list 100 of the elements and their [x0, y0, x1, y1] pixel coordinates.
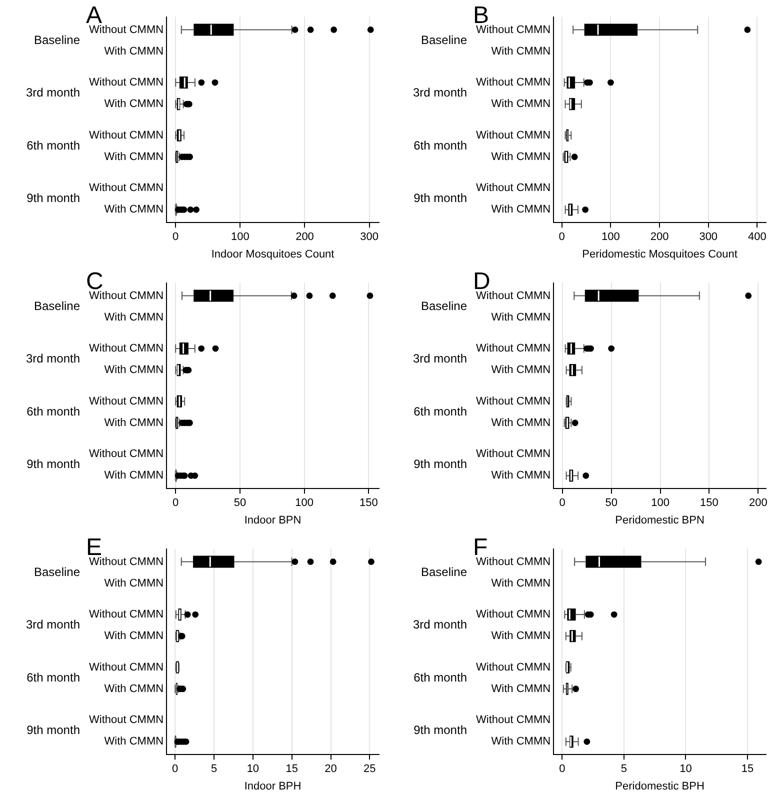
x-axis-title: Indoor BPH [244, 780, 302, 792]
text: 9th month [414, 457, 467, 472]
y-tick-label: With CMMN [491, 45, 551, 58]
x-axis-title: Peridomestic Mosquitoes Count [582, 248, 738, 260]
y-tick-label: Without CMMN [476, 661, 551, 674]
x-tick-label: 5 [210, 763, 218, 776]
y-tick-label: With CMMN [104, 204, 164, 216]
text: 6th month [414, 138, 467, 152]
text: 3rd month [412, 618, 467, 632]
y-tick-label: Without CMMN [476, 556, 551, 568]
x-tick-label: 150 [700, 497, 718, 510]
y-tick-label: Without CMMN [89, 661, 164, 674]
x-tick-label: 25 [364, 763, 376, 776]
text: Baseline [34, 298, 80, 313]
text: 6th month [414, 404, 467, 418]
x-tick-label: 300 [360, 231, 378, 244]
y-tick-label: Without CMMN [476, 24, 551, 36]
text: 6th month [26, 670, 80, 684]
x-tick-label: 0 [172, 763, 178, 776]
y-tick-label: With CMMN [104, 470, 164, 482]
text: 3rd month [26, 86, 80, 100]
x-tick-label: 100 [230, 231, 250, 244]
text: 3rd month [26, 618, 80, 632]
y-tick-label: Without CMMN [89, 556, 164, 568]
y-tick-label: With CMMN [491, 736, 551, 748]
y-tick-label: Without CMMN [89, 129, 164, 142]
y-tick-label: Without CMMN [476, 76, 551, 89]
text: 9th month [26, 191, 80, 206]
x-axis-title: Indoor BPN [244, 514, 302, 526]
y-tick-label: Without CMMN [89, 182, 164, 194]
y-tick-label: Without CMMN [89, 342, 164, 355]
x-tick-label: 100 [651, 497, 670, 510]
y-tick-label: With CMMN [491, 470, 551, 482]
x-tick-label: 0 [559, 763, 566, 776]
y-tick-label: Without CMMN [476, 608, 551, 621]
x-tick-label: 150 [360, 497, 378, 510]
y-tick-label: With CMMN [104, 98, 164, 110]
x-tick-label: 400 [748, 231, 766, 244]
x-tick-label: 50 [605, 497, 618, 510]
y-tick-label: Without CMMN [476, 129, 551, 142]
x-tick-label: 0 [559, 497, 566, 510]
x-tick-label: 20 [324, 763, 337, 776]
y-tick-label: Without CMMN [89, 290, 164, 302]
y-tick-label: With CMMN [104, 364, 164, 376]
x-tick-label: 0 [172, 497, 179, 510]
text: Baseline [420, 32, 468, 47]
y-tick-label: Without CMMN [89, 714, 164, 726]
x-tick-label: 15 [741, 763, 754, 776]
y-tick-label: With CMMN [104, 682, 164, 695]
y-tick-label: With CMMN [491, 364, 551, 376]
y-tick-label: Without CMMN [89, 76, 164, 89]
x-tick-label: 10 [680, 763, 692, 776]
x-tick-label: 10 [246, 763, 260, 776]
text: 3rd month [412, 86, 467, 100]
x-axis-title: Indoor Mosquitoes Count [211, 248, 334, 260]
y-tick-label: Without CMMN [476, 395, 551, 408]
y-tick-label: With CMMN [491, 630, 551, 642]
x-tick-label: 0 [558, 231, 565, 244]
y-tick-label: Without CMMN [476, 714, 551, 726]
y-tick-label: With CMMN [104, 630, 164, 642]
x-tick-label: 300 [699, 231, 718, 244]
x-tick-label: 200 [650, 231, 669, 244]
y-tick-label: With CMMN [491, 311, 551, 324]
text: Baseline [34, 564, 80, 579]
y-tick-label: With CMMN [491, 98, 551, 110]
y-tick-label: With CMMN [104, 416, 164, 429]
text: 6th month [26, 404, 80, 418]
y-tick-label: Without CMMN [89, 448, 164, 460]
x-tick-label: 50 [234, 497, 246, 510]
x-tick-label: 200 [748, 497, 768, 510]
y-tick-label: Without CMMN [89, 24, 164, 36]
y-tick-label: With CMMN [491, 577, 551, 590]
x-tick-label: 0 [172, 231, 179, 244]
y-tick-label: With CMMN [104, 150, 164, 163]
y-tick-label: With CMMN [491, 682, 551, 695]
y-tick-label: Without CMMN [476, 448, 551, 460]
x-tick-label: 15 [286, 763, 298, 776]
text: 9th month [414, 723, 467, 738]
y-tick-label: Without CMMN [89, 395, 164, 408]
text: 9th month [26, 457, 80, 472]
text: Baseline [420, 298, 468, 313]
text: 9th month [26, 723, 80, 738]
x-tick-label: 100 [295, 497, 314, 510]
text: Baseline [34, 32, 80, 47]
y-tick-label: Without CMMN [476, 182, 551, 194]
y-tick-label: Without CMMN [476, 290, 551, 302]
x-axis-title: Peridomestic BPH [615, 780, 704, 792]
text: 6th month [414, 670, 467, 684]
y-tick-label: Without CMMN [89, 608, 164, 621]
y-tick-label: With CMMN [104, 45, 164, 58]
text: 3rd month [412, 352, 467, 366]
y-tick-label: With CMMN [104, 577, 164, 590]
y-tick-label: Without CMMN [476, 342, 551, 355]
x-tick-label: 5 [620, 763, 628, 776]
text: 9th month [414, 191, 467, 206]
y-tick-label: With CMMN [104, 736, 164, 748]
y-tick-label: With CMMN [491, 150, 551, 163]
text: 3rd month [26, 352, 80, 366]
y-tick-label: With CMMN [491, 416, 551, 429]
x-tick-label: 200 [296, 231, 314, 244]
